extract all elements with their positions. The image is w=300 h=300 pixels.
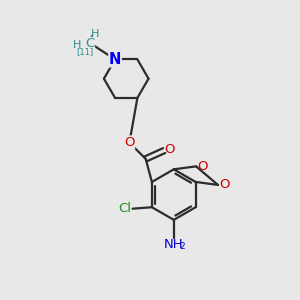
Text: O: O (197, 160, 208, 173)
Text: Cl: Cl (118, 202, 132, 215)
Text: NH: NH (164, 238, 184, 251)
Text: O: O (124, 136, 135, 149)
Text: H: H (91, 28, 99, 38)
Text: O: O (219, 178, 230, 191)
Text: H: H (73, 40, 82, 50)
Text: O: O (164, 142, 175, 156)
Text: ·: · (88, 30, 93, 45)
Text: [11]: [11] (76, 47, 93, 56)
Text: N: N (109, 52, 121, 67)
Text: 2: 2 (179, 242, 184, 251)
Text: C: C (85, 37, 94, 50)
